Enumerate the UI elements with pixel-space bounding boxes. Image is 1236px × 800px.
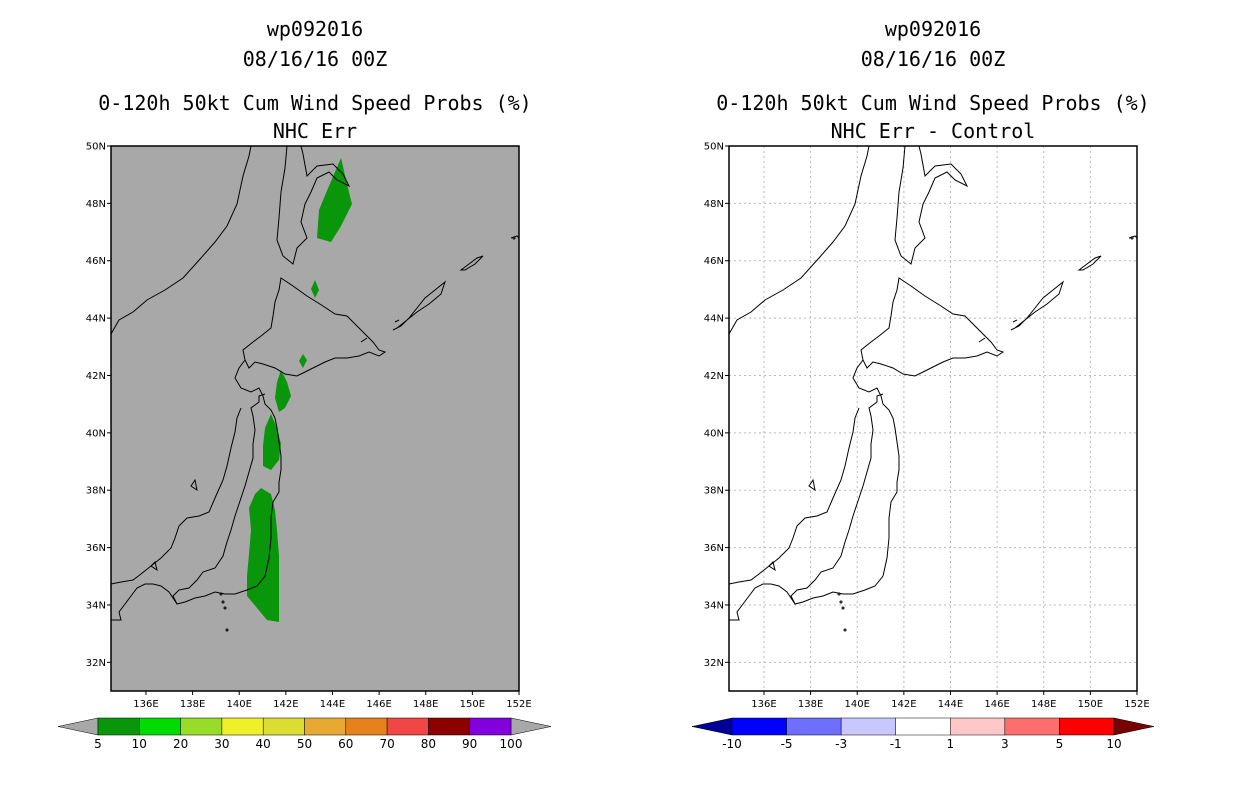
lat-tick-label: 40N xyxy=(86,428,106,439)
colorbar-low-arrow xyxy=(57,717,99,736)
colorbar-swatch xyxy=(895,717,951,736)
lon-tick-label: 140E xyxy=(227,699,252,710)
title-line-4: NHC Err - Control xyxy=(831,119,1036,143)
lat-tick-label: 34N xyxy=(704,600,724,611)
lat-tick-label: 36N xyxy=(86,543,106,554)
colorbar-label: 70 xyxy=(379,737,394,751)
lon-tick-label: 142E xyxy=(891,699,916,710)
colorbar-swatch xyxy=(139,717,181,736)
colorbar-label: 5 xyxy=(94,737,102,751)
lon-tick-label: 146E xyxy=(984,699,1009,710)
prob-area-small-1 xyxy=(311,280,319,298)
lat-tick-label: 46N xyxy=(704,256,724,267)
lon-tick-label: 144E xyxy=(938,699,963,710)
colorbar-label: -1 xyxy=(890,737,902,751)
title-line-1: wp092016 xyxy=(267,17,363,41)
colorbar-label: -3 xyxy=(835,737,847,751)
lat-tick-label: 32N xyxy=(704,658,724,669)
lon-tick-label: 148E xyxy=(413,699,438,710)
colorbar-swatch xyxy=(428,717,470,736)
colorbar-swatch xyxy=(786,717,842,736)
title-line-2: 08/16/16 00Z xyxy=(243,47,388,71)
colorbar-label: 1 xyxy=(946,737,954,751)
colorbar-swatch xyxy=(950,717,1006,736)
colorbar-label: -5 xyxy=(781,737,793,751)
lon-tick-label: 148E xyxy=(1031,699,1056,710)
colorbar-label: 20 xyxy=(173,737,188,751)
lat-tick-label: 50N xyxy=(704,142,724,153)
lon-tick-label: 138E xyxy=(180,699,205,710)
lat-tick-label: 38N xyxy=(704,486,724,497)
lat-tick-label: 40N xyxy=(704,428,724,439)
lon-tick-label: 152E xyxy=(1124,699,1149,710)
lon-tick-label: 140E xyxy=(845,699,870,710)
title-line-3: 0-120h 50kt Cum Wind Speed Probs (%) xyxy=(98,91,531,115)
lat-tick-label: 44N xyxy=(704,314,724,325)
lat-tick-label: 44N xyxy=(86,314,106,325)
colorbar-low-arrow xyxy=(691,717,733,736)
colorbar-swatch xyxy=(262,717,305,736)
left-colorbar: 5 10 20 30 40 50 60 70 80 90 100 xyxy=(57,717,552,751)
lat-tick-label: 46N xyxy=(86,256,106,267)
lat-tick-label: 34N xyxy=(86,600,106,611)
left-panel: wp092016 08/16/16 00Z 0-120h 50kt Cum Wind… xyxy=(57,17,552,751)
lon-tick-label: 150E xyxy=(460,699,485,710)
lon-tick-label: 146E xyxy=(366,699,391,710)
prob-area-sakhalin xyxy=(317,158,352,242)
map-frame xyxy=(110,145,520,692)
colorbar-label: 40 xyxy=(256,737,271,751)
lat-tick-label: 48N xyxy=(86,199,106,210)
prob-area-hokkaido-south xyxy=(275,370,291,412)
lat-tick-label: 42N xyxy=(704,371,724,382)
colorbar-swatch xyxy=(97,717,140,736)
map-background xyxy=(729,146,1137,691)
colorbar-swatch xyxy=(731,717,787,736)
prob-area-small-2 xyxy=(299,354,307,368)
colorbar-swatch xyxy=(1004,717,1060,736)
colorbar-label: 10 xyxy=(132,737,147,751)
colorbar-label: 50 xyxy=(297,737,312,751)
map-background xyxy=(111,146,519,691)
colorbar-swatch xyxy=(221,717,264,736)
colorbar-high-arrow xyxy=(1113,717,1155,736)
lat-tick-label: 42N xyxy=(86,371,106,382)
colorbar-swatch xyxy=(469,717,512,736)
map-frame xyxy=(728,145,1138,692)
lat-tick-label: 36N xyxy=(704,543,724,554)
colorbar-label: 3 xyxy=(1001,737,1009,751)
colorbar-swatch xyxy=(180,717,223,736)
lat-tick-label: 48N xyxy=(704,199,724,210)
lon-tick-label: 144E xyxy=(320,699,345,710)
colorbar-swatch xyxy=(386,717,429,736)
title-line-4: NHC Err xyxy=(273,119,357,143)
colorbar-label: 10 xyxy=(1106,737,1121,751)
lat-tick-label: 50N xyxy=(86,142,106,153)
lon-tick-label: 152E xyxy=(506,699,531,710)
colorbar-high-arrow xyxy=(510,717,552,736)
title-line-3: 0-120h 50kt Cum Wind Speed Probs (%) xyxy=(716,91,1149,115)
colorbar-label: 100 xyxy=(500,737,523,751)
lon-tick-label: 136E xyxy=(751,699,776,710)
lat-tick-label: 38N xyxy=(86,486,106,497)
colorbar-swatch xyxy=(840,717,896,736)
colorbar-label: 90 xyxy=(462,737,477,751)
lat-tick-label: 32N xyxy=(86,658,106,669)
lon-tick-label: 150E xyxy=(1078,699,1103,710)
colorbar-swatch xyxy=(1059,717,1115,736)
lon-tick-label: 142E xyxy=(273,699,298,710)
right-panel: wp092016 08/16/16 00Z 0-120h 50kt Cum Wind… xyxy=(691,17,1155,751)
colorbar-label: 5 xyxy=(1056,737,1064,751)
colorbar-label: 60 xyxy=(338,737,353,751)
colorbar-label: -10 xyxy=(722,737,742,751)
colorbar-label: 80 xyxy=(421,737,436,751)
colorbar-label: 30 xyxy=(214,737,229,751)
title-line-1: wp092016 xyxy=(885,17,981,41)
colorbar-swatch xyxy=(345,717,388,736)
lon-tick-label: 136E xyxy=(133,699,158,710)
right-colorbar: -10 -5 -3 -1 1 3 5 10 xyxy=(691,717,1155,751)
lon-tick-label: 138E xyxy=(798,699,823,710)
title-line-2: 08/16/16 00Z xyxy=(861,47,1006,71)
colorbar-swatch xyxy=(304,717,347,736)
